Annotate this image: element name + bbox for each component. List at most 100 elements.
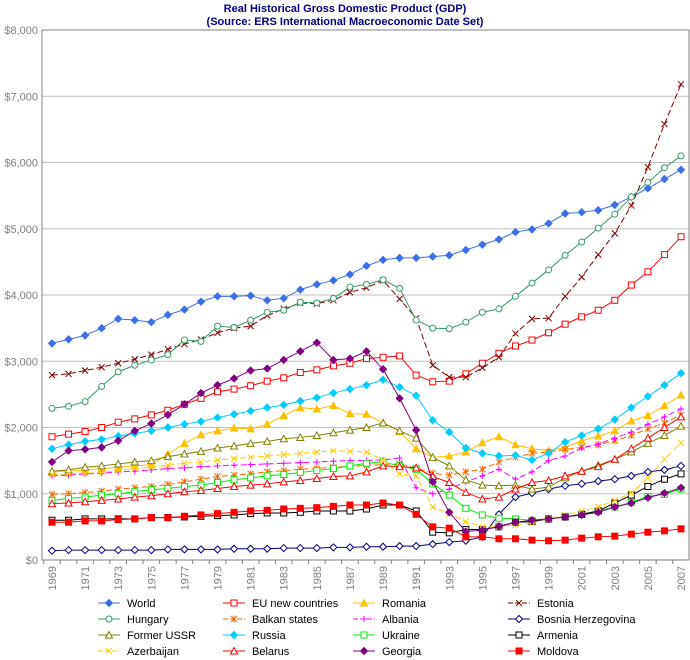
data-point-moldova [81,517,89,525]
data-point-former-ussr [229,441,239,450]
data-point-eu-new-countries [445,377,453,385]
data-point-georgia [279,355,288,365]
x-tick-label: 1993 [444,566,456,590]
legend-item-ukraine: Ukraine [353,630,420,642]
legend-marker [514,614,524,624]
data-point-azerbaijan [363,448,370,456]
series-world [47,165,686,348]
data-point-moldova [48,518,56,526]
data-point-azerbaijan [412,472,420,480]
data-point-moldova [180,512,188,520]
data-point-georgia [64,446,73,455]
data-point-former-ussr [660,430,669,439]
legend-item-romania: Romania [353,598,427,610]
data-point-estonia [346,288,354,296]
data-point-armenia [346,507,354,515]
legend-label: Belarus [252,646,290,658]
data-point-former-ussr [411,433,421,442]
data-point-georgia [511,518,520,527]
data-point-former-ussr [362,422,371,431]
data-point-russia [461,443,471,453]
x-tick-label: 1987 [345,566,357,590]
data-point-russia [511,451,520,460]
data-point-moldova [644,528,652,536]
data-point-world [428,252,437,261]
data-point-albania [247,461,254,468]
data-point-azerbaijan [644,474,652,482]
data-point-russia [147,426,156,436]
data-point-russia [329,388,338,398]
data-point-hungary [81,398,89,406]
data-point-bosnia-herzegovina [163,545,173,554]
data-point-albania [578,445,585,452]
series-azerbaijan [48,439,685,531]
data-point-eu-new-countries [131,415,139,423]
data-point-moldova [445,524,453,532]
data-point-world [64,335,73,344]
data-point-balkan-states [462,468,470,476]
data-point-russia [163,423,173,432]
data-point-moldova [578,534,586,542]
data-point-armenia [677,470,685,478]
x-tick-label: 1995 [477,566,489,590]
data-point-romania [279,411,289,420]
data-point-former-ussr [196,446,206,455]
data-point-hungary [627,193,635,201]
data-point-bosnia-herzegovina [445,537,454,547]
legend-marker [361,616,367,622]
data-point-azerbaijan [81,469,89,477]
data-point-albania [529,468,536,475]
data-point-romania [610,426,620,435]
data-point-romania [627,416,636,425]
data-point-georgia [229,374,239,383]
data-point-russia [345,384,355,394]
legend-item-eu-new-countries: EU new countries [223,598,339,610]
x-tick-label: 1975 [146,566,158,590]
data-point-romania [660,401,669,410]
data-point-bosnia-herzegovina [97,545,106,555]
data-point-former-ussr [428,452,438,461]
data-point-georgia [643,493,653,502]
data-point-azerbaijan [98,469,106,476]
data-point-ukraine [462,504,470,512]
data-point-bosnia-herzegovina [378,542,388,551]
legend-item-georgia: Georgia [353,646,422,658]
x-tick-label: 1991 [411,566,423,590]
data-point-world [643,184,653,193]
data-point-ukraine [263,472,271,480]
y-tick-label: $8,000 [4,25,38,37]
data-point-russia [560,437,570,447]
data-point-former-ussr [444,461,454,470]
series-line-former-ussr [51,422,682,490]
data-point-world [163,310,173,320]
data-point-world [494,235,504,244]
x-tick-label: 1969 [47,566,59,590]
data-point-eu-new-countries [528,336,536,344]
data-point-world [47,339,57,348]
data-point-former-ussr [113,459,123,468]
data-point-former-ussr [378,418,388,427]
data-point-bosnia-herzegovina [80,545,90,555]
data-point-world [610,200,619,210]
data-point-bosnia-herzegovina [577,479,586,489]
data-point-world [147,317,156,327]
data-point-belarus [345,471,355,480]
data-point-eu-new-countries [296,369,304,377]
data-point-bosnia-herzegovina [64,545,73,555]
data-point-russia [296,396,305,406]
data-point-former-ussr [80,462,90,471]
data-point-albania [197,463,204,470]
data-point-romania [478,438,487,447]
data-point-belarus [180,487,189,496]
data-point-eu-new-countries [81,427,89,435]
data-point-estonia [677,80,685,88]
x-tick-label: 2003 [610,566,622,590]
data-point-albania [413,484,420,491]
data-point-azerbaijan [429,503,437,511]
x-tick-label: 1985 [312,566,324,590]
data-point-romania [229,423,239,432]
data-point-belarus [362,467,371,476]
data-point-moldova [114,516,122,524]
data-point-belarus [295,475,305,484]
